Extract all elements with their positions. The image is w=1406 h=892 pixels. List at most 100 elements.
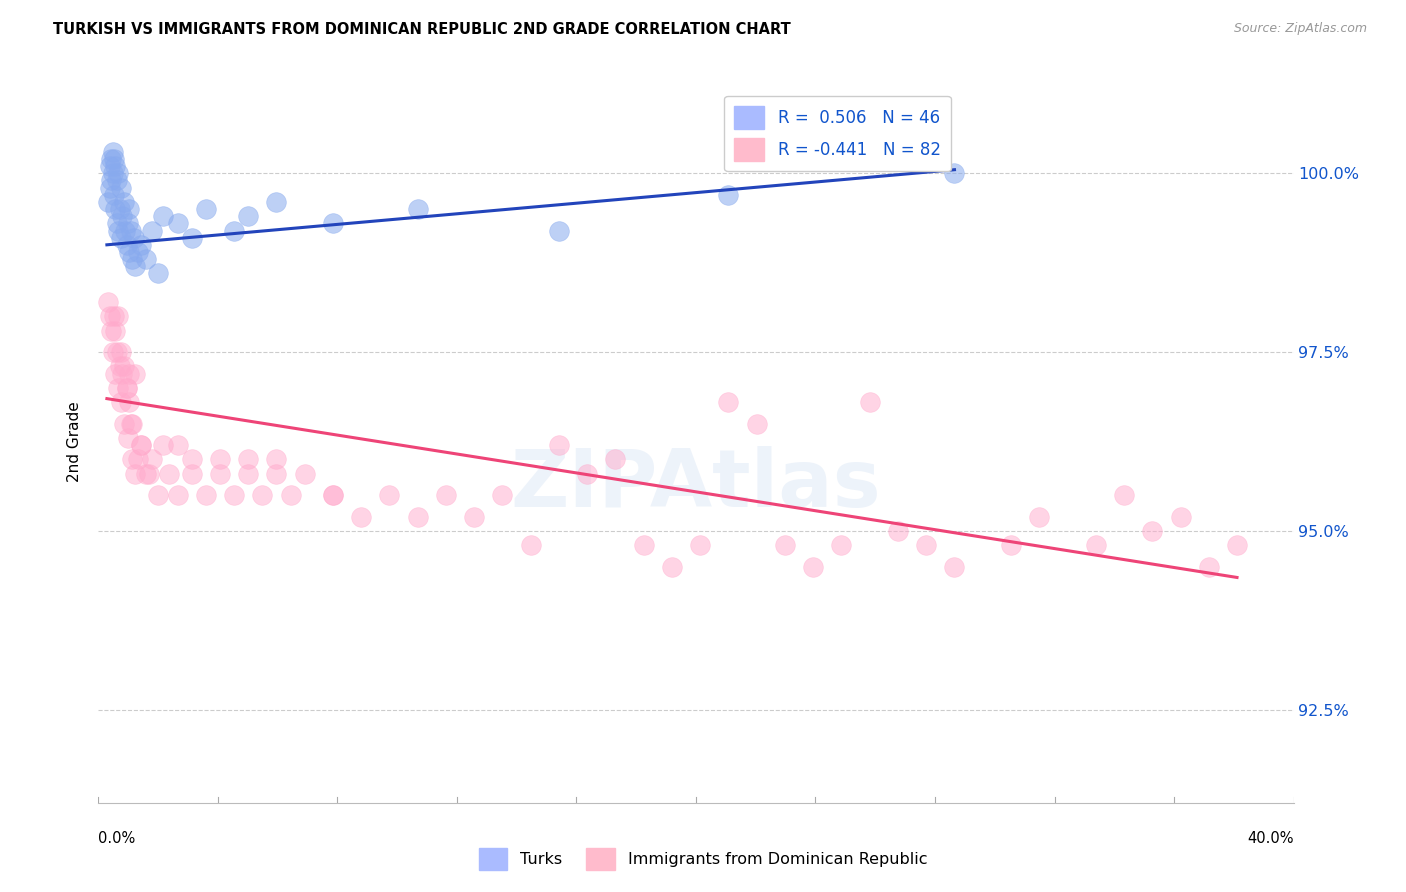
Point xyxy=(1142,524,1164,538)
Point xyxy=(406,509,429,524)
Point xyxy=(103,187,125,202)
Point xyxy=(124,260,146,274)
Point xyxy=(138,467,160,481)
Point xyxy=(1198,559,1220,574)
Point xyxy=(322,216,344,230)
Point xyxy=(519,538,541,552)
Point xyxy=(141,223,163,237)
Point xyxy=(104,159,127,173)
Point xyxy=(107,223,129,237)
Point xyxy=(127,452,149,467)
Point xyxy=(108,202,131,216)
Point xyxy=(1112,488,1135,502)
Point xyxy=(112,194,135,209)
Point xyxy=(1170,509,1192,524)
Point xyxy=(104,202,127,216)
Point xyxy=(745,417,768,431)
Point xyxy=(146,488,169,502)
Point xyxy=(661,559,683,574)
Point xyxy=(104,367,127,381)
Point xyxy=(252,488,274,502)
Text: TURKISH VS IMMIGRANTS FROM DOMINICAN REPUBLIC 2ND GRADE CORRELATION CHART: TURKISH VS IMMIGRANTS FROM DOMINICAN REP… xyxy=(53,22,792,37)
Point xyxy=(152,438,174,452)
Point xyxy=(103,310,125,324)
Point xyxy=(406,202,429,216)
Point xyxy=(350,509,373,524)
Point xyxy=(717,187,740,202)
Point xyxy=(689,538,711,552)
Point xyxy=(103,152,125,166)
Point xyxy=(222,223,245,237)
Point xyxy=(105,345,128,359)
Point xyxy=(222,488,245,502)
Point xyxy=(115,381,138,395)
Point xyxy=(180,230,202,244)
Point xyxy=(943,559,966,574)
Point xyxy=(576,467,599,481)
Point xyxy=(801,559,824,574)
Point xyxy=(157,467,180,481)
Point xyxy=(100,324,122,338)
Text: ZIPAtlas: ZIPAtlas xyxy=(510,446,882,524)
Point xyxy=(208,452,231,467)
Point xyxy=(1028,509,1050,524)
Point xyxy=(97,194,120,209)
Point xyxy=(915,538,938,552)
Point xyxy=(107,381,129,395)
Point xyxy=(1084,538,1107,552)
Point xyxy=(98,180,121,194)
Point xyxy=(166,216,188,230)
Point xyxy=(129,237,152,252)
Point xyxy=(491,488,513,502)
Point xyxy=(146,267,169,281)
Point xyxy=(100,152,122,166)
Point xyxy=(322,488,344,502)
Point xyxy=(633,538,655,552)
Point xyxy=(859,395,882,409)
Point xyxy=(266,452,288,467)
Point xyxy=(111,367,134,381)
Point xyxy=(238,209,260,223)
Point xyxy=(118,367,141,381)
Point xyxy=(107,310,129,324)
Point xyxy=(280,488,302,502)
Point xyxy=(943,166,966,180)
Point xyxy=(322,488,344,502)
Point xyxy=(463,509,485,524)
Point xyxy=(135,252,157,266)
Point xyxy=(120,223,142,237)
Y-axis label: 2nd Grade: 2nd Grade xyxy=(67,401,83,482)
Point xyxy=(127,244,149,259)
Point xyxy=(548,438,571,452)
Point xyxy=(98,310,121,324)
Point xyxy=(830,538,852,552)
Point xyxy=(118,244,141,259)
Point xyxy=(378,488,401,502)
Point xyxy=(98,159,121,173)
Point xyxy=(887,524,910,538)
Point xyxy=(605,452,627,467)
Point xyxy=(717,395,740,409)
Point xyxy=(110,180,132,194)
Point xyxy=(152,209,174,223)
Point xyxy=(266,194,288,209)
Point xyxy=(110,345,132,359)
Point xyxy=(117,431,139,445)
Point xyxy=(1226,538,1249,552)
Point xyxy=(294,467,316,481)
Point xyxy=(166,488,188,502)
Point xyxy=(101,145,124,159)
Point xyxy=(180,467,202,481)
Point xyxy=(118,395,141,409)
Point xyxy=(117,216,139,230)
Point xyxy=(115,237,138,252)
Point xyxy=(773,538,796,552)
Point xyxy=(121,417,143,431)
Point xyxy=(112,359,135,374)
Point xyxy=(194,202,217,216)
Point xyxy=(238,467,260,481)
Point xyxy=(112,417,135,431)
Point xyxy=(180,452,202,467)
Point xyxy=(121,452,143,467)
Point xyxy=(105,216,128,230)
